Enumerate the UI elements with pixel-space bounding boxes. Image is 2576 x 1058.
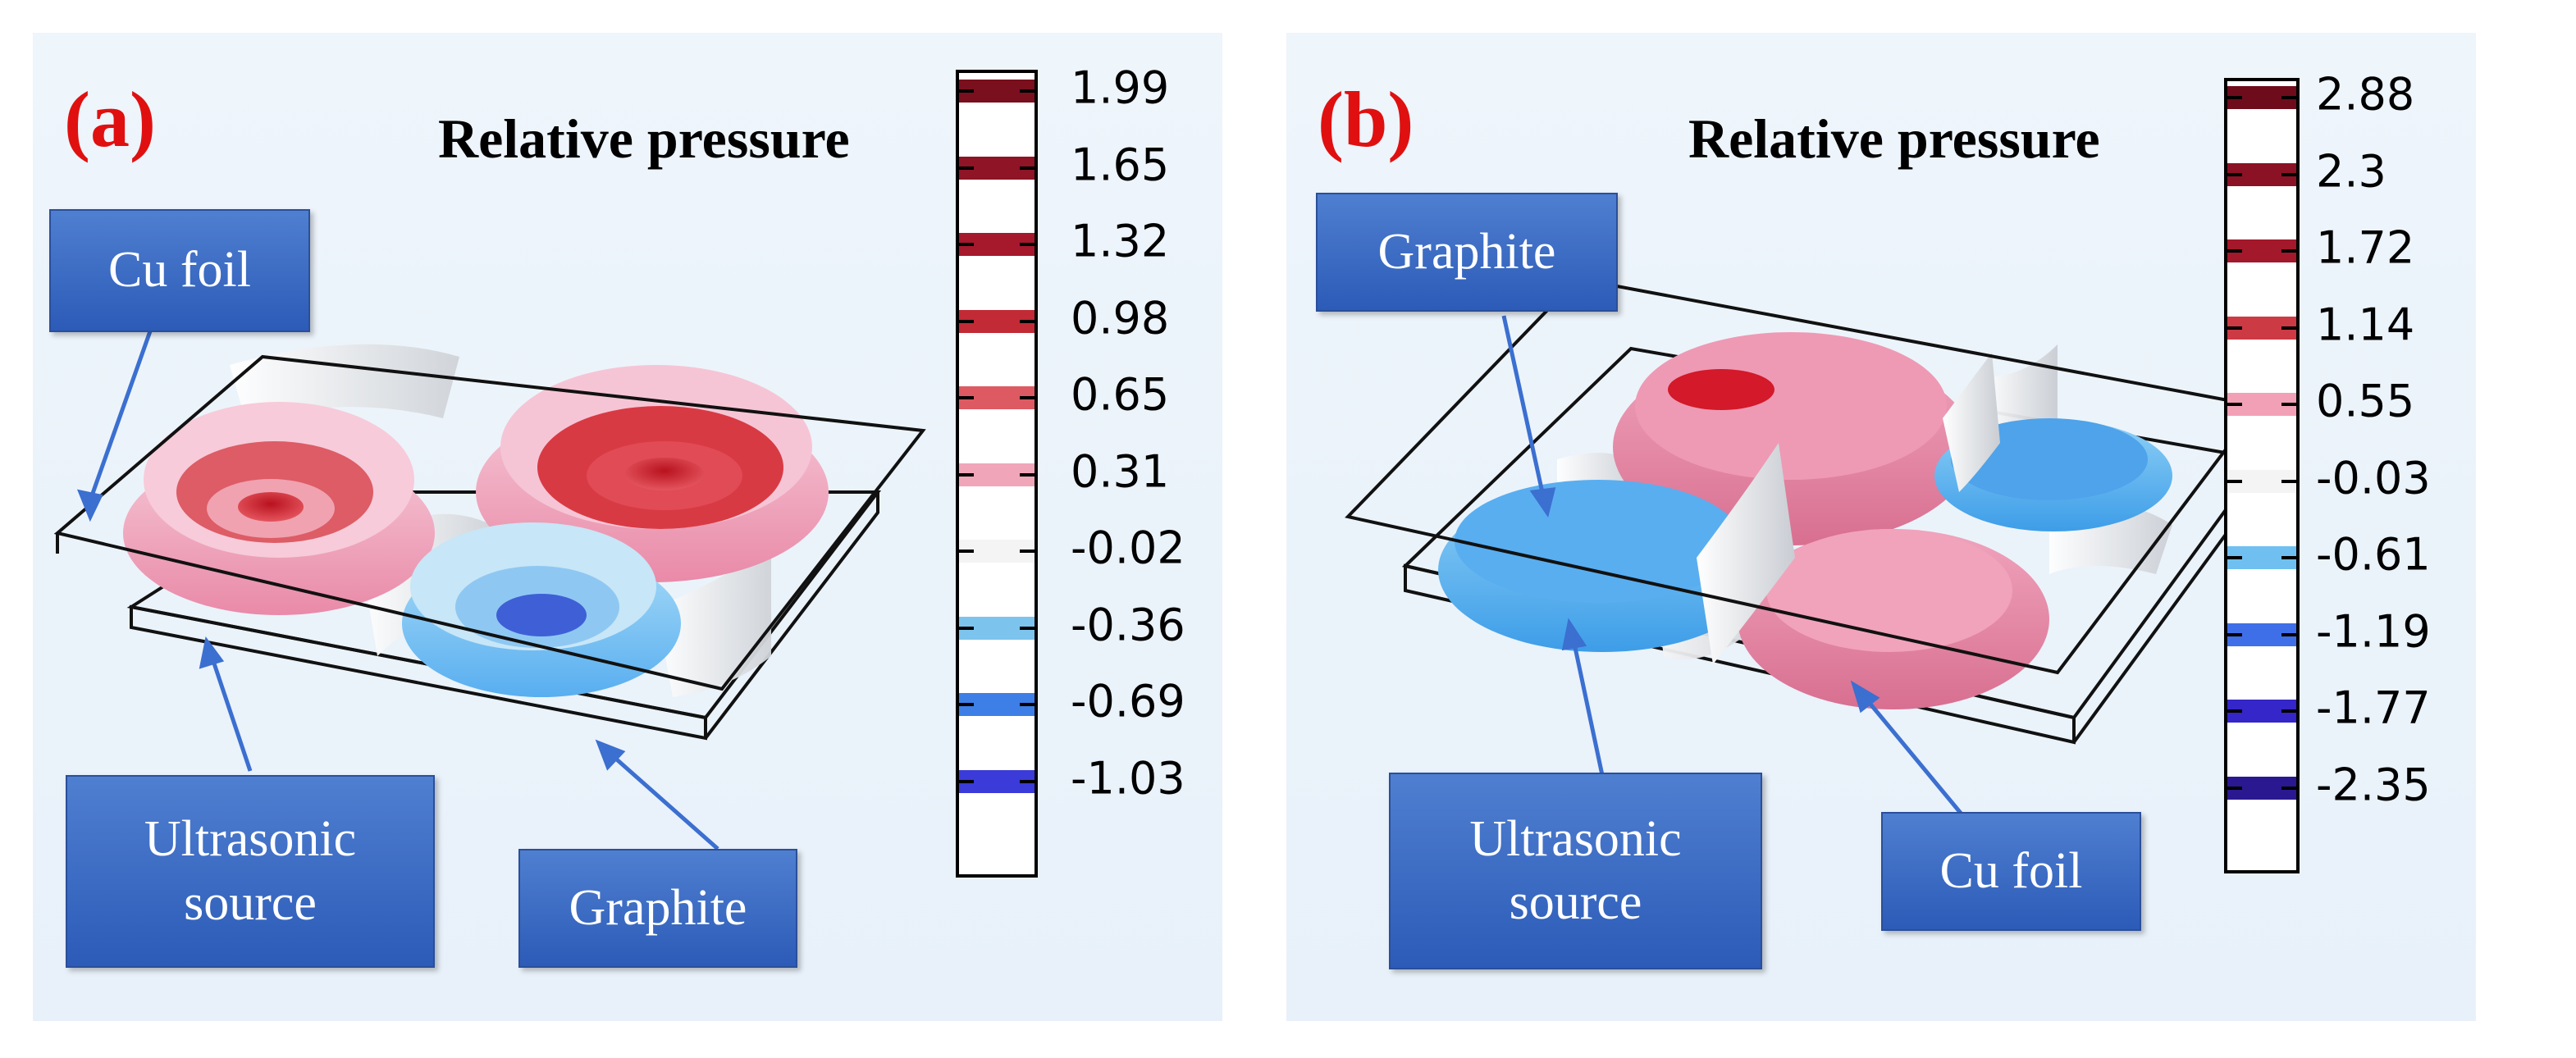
colorbar-tick [1020, 626, 1035, 630]
colorbar-tick [2227, 709, 2242, 713]
colorbar-tick [2281, 556, 2296, 559]
colorbar-tick [959, 243, 974, 246]
colorbar-tick [2227, 479, 2242, 483]
colorbar-tick-label: -0.69 [1071, 675, 1185, 727]
colorbar-tick [1020, 319, 1035, 323]
label-line: Ultrasonic [1469, 810, 1682, 867]
label-line: source [1509, 874, 1642, 930]
colorbar-tick [1020, 166, 1035, 170]
colorbar-tick-label: 1.65 [1071, 139, 1170, 190]
colorbar-tick [1020, 779, 1035, 783]
colorbar-tick-label: 0.65 [1071, 368, 1170, 421]
label-cu-foil: Cu foil [49, 209, 310, 332]
colorbar-tick-label: 0.55 [2316, 375, 2415, 427]
colorbar-tick [959, 779, 974, 783]
colorbar-title: Relative pressure [438, 107, 850, 170]
colorbar-tick-label: -0.03 [2316, 452, 2431, 504]
panel-a: (a) Relative pressure [33, 33, 1222, 1021]
colorbar-tick-label: -1.03 [1071, 752, 1185, 804]
colorbar-tick [959, 472, 974, 477]
colorbar [2224, 78, 2300, 873]
panel-letter: (a) [64, 75, 156, 163]
colorbar-tick [959, 550, 974, 553]
colorbar-tick [2227, 326, 2242, 330]
colorbar-tick [2227, 403, 2242, 406]
colorbar-tick-label: -0.36 [1071, 599, 1185, 650]
colorbar-tick [2281, 249, 2296, 253]
colorbar-tick-label: -2.35 [2316, 759, 2431, 810]
colorbar-title: Relative pressure [1688, 107, 2100, 170]
colorbar-tick-label: 1.99 [1071, 62, 1170, 114]
colorbar-tick [2227, 786, 2242, 790]
colorbar-tick [2281, 403, 2296, 406]
colorbar-tick [2227, 632, 2242, 636]
colorbar-tick [1020, 89, 1035, 93]
colorbar-tick-label: 1.72 [2316, 221, 2415, 274]
pressure-isosurface-scene [1345, 276, 2266, 818]
colorbar-tick [2281, 632, 2296, 636]
panel-b: (b) Relative pressure [1286, 33, 2476, 1021]
panel-letter: (b) [1318, 75, 1414, 163]
label-graphite: Graphite [518, 849, 797, 968]
colorbar-tick [2281, 326, 2296, 330]
colorbar-tick [1020, 472, 1035, 477]
colorbar-tick [2281, 709, 2296, 713]
colorbar-tick [2281, 479, 2296, 483]
colorbar-tick [1020, 243, 1035, 246]
label-ultrasonic-source: Ultrasonic source [1389, 773, 1762, 969]
colorbar-tick [2227, 96, 2242, 99]
colorbar-tick [2227, 556, 2242, 559]
colorbar-tick [959, 89, 974, 93]
colorbar-tick [959, 166, 974, 170]
label-line: Ultrasonic [144, 811, 357, 867]
colorbar-tick-label: 1.14 [2316, 299, 2415, 350]
colorbar-tick-label: 0.98 [1071, 292, 1170, 344]
label-cu-foil: Cu foil [1881, 812, 2141, 931]
colorbar-tick [959, 319, 974, 323]
colorbar-tick [959, 626, 974, 630]
colorbar-tick-label: -0.61 [2316, 528, 2431, 581]
colorbar [956, 70, 1038, 878]
colorbar-tick [2227, 249, 2242, 253]
colorbar-tick-label: 1.32 [1071, 215, 1170, 267]
colorbar-tick [959, 396, 974, 399]
colorbar-tick [959, 703, 974, 706]
colorbar-tick [2281, 96, 2296, 99]
colorbar-tick-label: 2.3 [2316, 145, 2386, 197]
colorbar-tick-label: 0.31 [1071, 445, 1170, 497]
colorbar-tick [1020, 550, 1035, 553]
pressure-isosurface-scene [53, 303, 926, 851]
colorbar-tick-label: -1.19 [2316, 605, 2431, 657]
colorbar-tick [2227, 172, 2242, 176]
label-line: source [184, 874, 317, 931]
colorbar-tick [1020, 703, 1035, 706]
colorbar-tick [1020, 396, 1035, 399]
label-graphite: Graphite [1316, 193, 1618, 312]
colorbar-tick-label: -0.02 [1071, 522, 1185, 574]
colorbar-tick [2281, 172, 2296, 176]
colorbar-tick [2281, 786, 2296, 790]
label-ultrasonic-source: Ultrasonic source [66, 775, 435, 968]
colorbar-tick-label: 2.88 [2316, 68, 2415, 121]
colorbar-tick-label: -1.77 [2316, 682, 2431, 734]
